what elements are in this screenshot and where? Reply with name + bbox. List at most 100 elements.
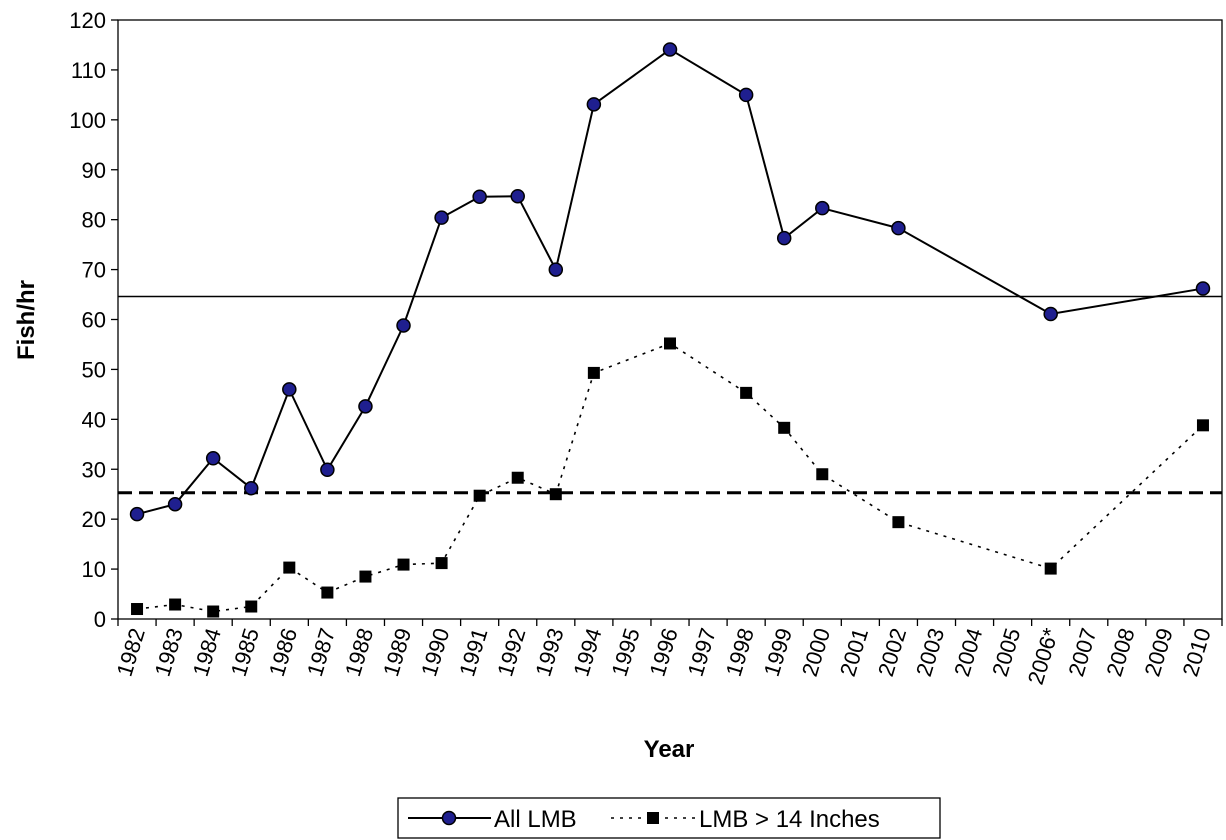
x-tick-label: 1992 (492, 625, 530, 679)
y-tick-label: 70 (82, 258, 106, 283)
data-point-all-lmb (586, 97, 602, 112)
y-axis-title: Fish/hr (13, 280, 40, 360)
data-point-lmb-over-14 (1044, 562, 1057, 575)
data-point-all-lmb (396, 318, 411, 333)
x-tick-label: 1993 (530, 625, 568, 679)
data-point-all-lmb (472, 189, 487, 204)
series-line-all-lmb (136, 48, 1204, 516)
data-point-lmb-over-14 (549, 488, 562, 501)
x-tick-label: 1987 (302, 625, 340, 679)
x-tick-label: 2007 (1063, 625, 1101, 679)
y-tick-label: 80 (82, 208, 106, 233)
x-tick-label: 1997 (683, 625, 721, 679)
x-tick-label: 1988 (340, 625, 378, 679)
data-point-lmb-over-14 (169, 598, 182, 611)
data-point-lmb-over-14 (892, 516, 905, 529)
data-point-all-lmb (548, 262, 564, 277)
x-tick-label: 2003 (911, 625, 949, 679)
x-tick-label: 2010 (1178, 625, 1216, 679)
data-point-lmb-over-14 (359, 570, 372, 583)
x-tick-label: 2001 (835, 625, 873, 679)
legend-item-all-lmb: All LMB (408, 806, 577, 833)
x-tick-label: 1994 (568, 625, 606, 679)
y-tick-label: 100 (69, 108, 106, 133)
x-tick-label: 1985 (226, 625, 264, 679)
x-tick-label: 1983 (150, 625, 188, 679)
y-tick-label: 90 (82, 158, 106, 183)
legend-label-lmb-over-14: LMB > 14 Inches (699, 806, 880, 833)
data-point-all-lmb (662, 42, 678, 57)
data-point-all-lmb (1195, 281, 1211, 296)
x-tick-label: 1996 (645, 625, 683, 679)
data-point-all-lmb (738, 87, 754, 103)
x-axis: 1982 1983 1984 1985 1986 1987 1988 1989 1990 1991… (112, 619, 1223, 688)
data-point-lmb-over-14 (321, 586, 334, 599)
data-point-lmb-over-14 (435, 557, 448, 570)
plot-area-border (117, 19, 1223, 620)
data-point-lmb-over-14 (245, 600, 258, 613)
x-tick-label: 1999 (759, 625, 797, 679)
x-tick-label: 1991 (454, 625, 492, 679)
x-tick-label: 2004 (949, 625, 987, 679)
data-point-all-lmb (320, 462, 335, 477)
data-point-all-lmb (205, 451, 221, 466)
y-tick-label: 120 (69, 8, 106, 33)
data-point-lmb-over-14 (587, 366, 600, 379)
x-tick-label: 1989 (378, 625, 416, 679)
y-tick-label: 60 (82, 308, 106, 333)
x-tick-label: 1998 (721, 625, 759, 679)
data-point-lmb-over-14 (511, 471, 524, 484)
data-point-lmb-over-14 (283, 561, 296, 574)
x-tick-label: 2009 (1139, 625, 1177, 679)
x-axis-title: Year (644, 736, 695, 763)
y-tick-label: 10 (82, 557, 106, 582)
legend: All LMB LMB > 14 Inches (397, 797, 941, 839)
x-tick-label: 1984 (188, 625, 226, 679)
x-tick-label: 2005 (987, 625, 1025, 679)
data-point-lmb-over-14 (473, 489, 486, 502)
y-tick-label: 40 (82, 407, 106, 432)
data-point-all-lmb (434, 210, 449, 225)
x-tick-label: 1995 (606, 625, 644, 679)
data-point-all-lmb (776, 230, 792, 246)
reference-lines (118, 295, 1222, 495)
data-point-all-lmb (358, 399, 373, 414)
data-point-all-lmb (282, 382, 297, 397)
data-point-lmb-over-14 (397, 558, 410, 571)
series-lines (136, 48, 1204, 613)
data-point-all-lmb (243, 480, 259, 496)
data-point-lmb-over-14 (131, 603, 144, 616)
x-tick-label: 2008 (1101, 625, 1139, 679)
x-tick-label: 2000 (797, 625, 835, 679)
data-point-all-lmb (167, 496, 183, 512)
y-tick-label: 30 (82, 457, 106, 482)
y-tick-label: 0 (94, 607, 106, 632)
series-markers (129, 42, 1211, 618)
legend-item-lmb-over-14: LMB > 14 Inches (611, 806, 880, 833)
data-point-lmb-over-14 (1196, 419, 1209, 432)
data-point-all-lmb (129, 506, 145, 522)
data-point-all-lmb (1043, 306, 1058, 322)
data-point-lmb-over-14 (740, 386, 753, 399)
y-tick-label: 110 (71, 58, 106, 83)
y-tick-label: 50 (82, 357, 106, 382)
plot-frame (117, 19, 1223, 620)
x-tick-label: 1982 (112, 625, 150, 679)
data-point-lmb-over-14 (664, 337, 676, 350)
data-point-all-lmb (510, 188, 525, 204)
x-tick-label: 1986 (264, 625, 302, 679)
y-tick-label: 20 (82, 507, 106, 532)
data-point-lmb-over-14 (778, 421, 791, 434)
y-axis: 0 10 20 30 40 50 60 70 80 90 100 110 120 (69, 8, 118, 632)
legend-marker-circle-icon (441, 810, 457, 826)
data-point-all-lmb (815, 200, 830, 216)
x-tick-label: 2006* (1023, 625, 1064, 688)
data-point-lmb-over-14 (816, 468, 829, 481)
legend-label-all-lmb: All LMB (494, 806, 577, 833)
x-tick-label: 1990 (416, 625, 454, 679)
legend-marker-square-icon (647, 812, 659, 824)
x-tick-label: 2002 (873, 625, 911, 679)
series-line-lmb-over-14 (136, 342, 1204, 613)
data-point-lmb-over-14 (207, 605, 220, 618)
